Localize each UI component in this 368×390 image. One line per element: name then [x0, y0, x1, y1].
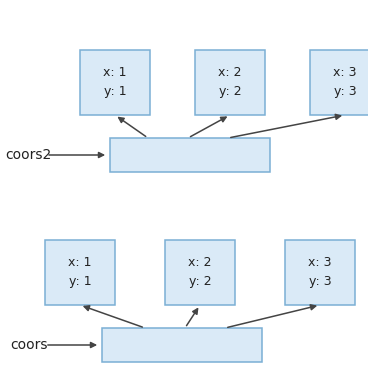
FancyBboxPatch shape: [45, 240, 115, 305]
FancyBboxPatch shape: [110, 138, 270, 172]
FancyBboxPatch shape: [102, 328, 262, 362]
FancyBboxPatch shape: [310, 50, 368, 115]
Text: coors: coors: [10, 338, 47, 352]
Text: x: 1
y: 1: x: 1 y: 1: [103, 67, 127, 99]
FancyBboxPatch shape: [165, 240, 235, 305]
Text: x: 3
y: 3: x: 3 y: 3: [308, 257, 332, 289]
Text: x: 2
y: 2: x: 2 y: 2: [188, 257, 212, 289]
Text: coors2: coors2: [5, 148, 51, 162]
FancyBboxPatch shape: [80, 50, 150, 115]
FancyBboxPatch shape: [285, 240, 355, 305]
FancyBboxPatch shape: [195, 50, 265, 115]
Text: x: 2
y: 2: x: 2 y: 2: [218, 67, 242, 99]
Text: x: 3
y: 3: x: 3 y: 3: [333, 67, 357, 99]
Text: x: 1
y: 1: x: 1 y: 1: [68, 257, 92, 289]
